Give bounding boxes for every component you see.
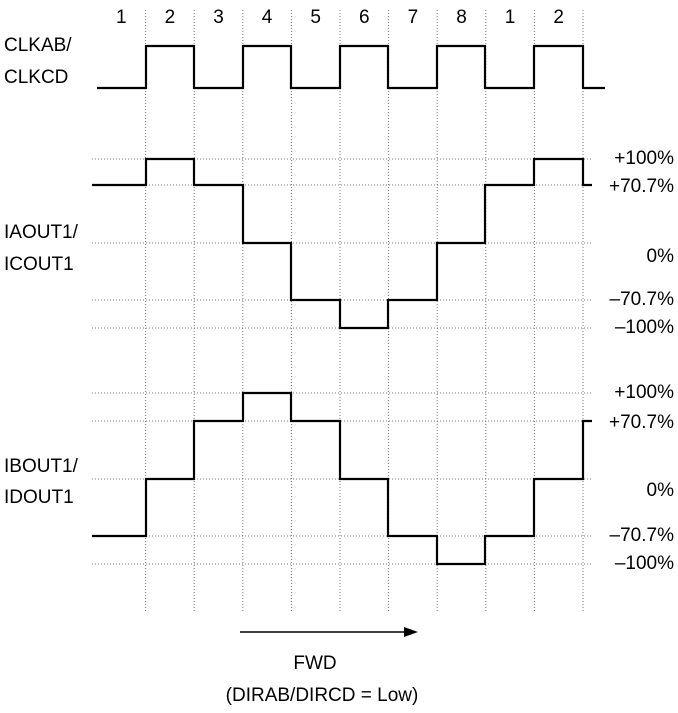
step-number: 2: [165, 7, 176, 28]
signal-label: IBOUT1/: [4, 456, 79, 477]
level-label: +100%: [614, 382, 674, 403]
signal-label: CLKAB/: [4, 35, 72, 56]
clock-waveform: [97, 44, 605, 90]
level-label: 0%: [647, 246, 675, 267]
signal-label: CLKCD: [4, 67, 68, 88]
level-label: –70.7%: [610, 525, 675, 546]
arrow-head: [404, 627, 418, 637]
level-label: 0%: [647, 480, 675, 501]
level-label: –100%: [615, 317, 674, 338]
level-label: +70.7%: [609, 412, 674, 433]
level-label: +70.7%: [609, 176, 674, 197]
grid: [92, 10, 592, 612]
step-number: 1: [505, 7, 516, 28]
caption: (DIRAB/DIRCD = Low): [226, 685, 419, 706]
level-label: +100%: [614, 148, 674, 169]
step-number: 4: [262, 7, 273, 28]
step-number: 7: [408, 7, 419, 28]
step-number: 1: [116, 7, 127, 28]
direction-label: FWD: [293, 653, 336, 674]
ia-waveform: [92, 157, 592, 330]
step-number: 8: [456, 7, 467, 28]
step-number: 2: [553, 7, 564, 28]
signal-label: ICOUT1: [4, 254, 74, 275]
level-label: –70.7%: [610, 289, 675, 310]
signal-label: IAOUT1/: [4, 222, 79, 243]
ib-waveform: [92, 391, 592, 566]
step-number: 6: [359, 7, 370, 28]
level-label: –100%: [615, 553, 674, 574]
step-number: 5: [310, 7, 321, 28]
step-number: 3: [213, 7, 224, 28]
signal-label: IDOUT1: [4, 487, 74, 508]
